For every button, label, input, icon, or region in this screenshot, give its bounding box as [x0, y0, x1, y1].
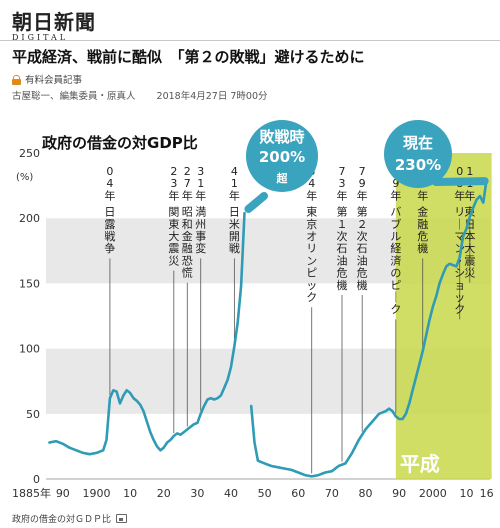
byline: 古屋聡一、編集委員・原真人 2018年4月27日 7時00分	[12, 88, 286, 102]
byline-date: 2018年4月27日 7時00分	[156, 91, 268, 102]
x-tick-label: 10	[459, 487, 473, 500]
y-tick-label: 250	[19, 147, 40, 160]
x-tick-label: 40	[224, 487, 238, 500]
annotation-label: 3 1 年満州事変	[195, 165, 206, 255]
y-axis-ticks: 0 50 100 150 200 250	[19, 147, 40, 486]
y-tick-label: 150	[19, 277, 40, 290]
caption-text: 政府の借金の対ＧＤＰ比	[12, 515, 112, 525]
annotation: 2 3 年関東大震災	[168, 165, 179, 267]
x-tick-label: 2000	[419, 487, 447, 500]
debt-gdp-chart[interactable]: 平成 0 50 100 150 200 250 (%) 政府の借金の対GDP比 0 4 年日露…	[0, 106, 500, 510]
heisei-label: 平成	[400, 452, 440, 476]
y-tick-label: 100	[19, 343, 40, 356]
callout-text: 超	[276, 171, 289, 185]
callout-pointer	[244, 192, 268, 213]
annotation: 0 4 年日露戦争	[104, 165, 115, 255]
x-tick-label: 20	[157, 487, 171, 500]
annotation: 7 9 年第２次石油危機	[357, 165, 368, 292]
x-tick-label: 50	[258, 487, 272, 500]
series-line	[48, 211, 246, 456]
lock-icon	[12, 74, 21, 85]
x-tick-label: 60	[291, 487, 305, 500]
annotation-label: 7 3 年第１次石油危機	[337, 165, 348, 292]
annotation: 7 3 年第１次石油危機	[337, 165, 348, 292]
y-tick-label: 0	[33, 473, 40, 486]
annotation: 4 1 年日米開戦	[229, 165, 240, 255]
annotation-label: 0 4 年日露戦争	[104, 165, 115, 255]
heisei-band	[395, 153, 492, 479]
byline-authors: 古屋聡一、編集委員・原真人	[12, 91, 136, 102]
series-line	[249, 177, 488, 478]
x-tick-label: 1900	[82, 487, 110, 500]
annotation: 89年バブル経済のピ｜ク	[390, 165, 401, 316]
x-axis-ticks: 1885年 90 1900 10 20 30 40 50 60 70 80 90 2000 10 16	[12, 486, 494, 500]
annotation: 2 7 年昭和金融恐慌	[182, 165, 193, 280]
logo-name: 朝日新聞	[12, 10, 96, 34]
callout-text: 200%	[259, 148, 305, 166]
callout-text: 現在	[403, 134, 433, 152]
callout-bubble	[246, 120, 318, 192]
annotation-label: 4 1 年日米開戦	[229, 165, 240, 255]
annotation-leaders	[109, 213, 471, 474]
logo-sub: DIGITAL	[12, 33, 69, 42]
annotation-label: 2 3 年関東大震災	[168, 165, 179, 267]
data-lines	[48, 177, 488, 478]
y-tick-label: 200	[19, 212, 40, 225]
asahi-logo[interactable]: 朝日新聞 DIGITAL	[12, 6, 122, 42]
callouts: 敗戦時 200% 超 現在 230%	[244, 120, 489, 213]
callout-text: 230%	[395, 156, 441, 174]
x-tick-label: 30	[190, 487, 204, 500]
image-icon[interactable]	[116, 514, 128, 523]
member-label: 有料会員記事	[25, 75, 83, 86]
heisei-period: 平成	[395, 153, 492, 479]
chart-title: 政府の借金の対GDP比	[42, 134, 198, 152]
callout-pointer	[432, 177, 489, 186]
x-tick-label: 10	[123, 487, 137, 500]
x-tick-label: 1885年	[12, 486, 51, 500]
y-tick-label: 50	[26, 408, 40, 421]
annotation-label: 89年バブル経済のピ｜ク	[390, 165, 401, 316]
x-tick-label: 70	[325, 487, 339, 500]
callout-text: 敗戦時	[259, 128, 304, 146]
chart-caption[interactable]: 政府の借金の対ＧＤＰ比	[12, 512, 128, 525]
y-axis-label: (%)	[16, 172, 33, 183]
x-tick-label: 80	[359, 487, 373, 500]
x-tick-label: 16	[480, 487, 494, 500]
x-tick-label: 90	[392, 487, 406, 500]
header-divider	[0, 40, 500, 41]
member-badge: 有料会員記事	[12, 72, 82, 86]
annotation-label: 2 7 年昭和金融恐慌	[182, 165, 193, 280]
callout-bubble	[384, 120, 452, 188]
article-headline: 平成経済、戦前に酷似 「第２の敗戦」避けるために	[12, 48, 365, 66]
x-tick-label: 90	[56, 487, 70, 500]
annotation: 3 1 年満州事変	[195, 165, 206, 255]
annotation-label: 7 9 年第２次石油危機	[357, 165, 368, 292]
